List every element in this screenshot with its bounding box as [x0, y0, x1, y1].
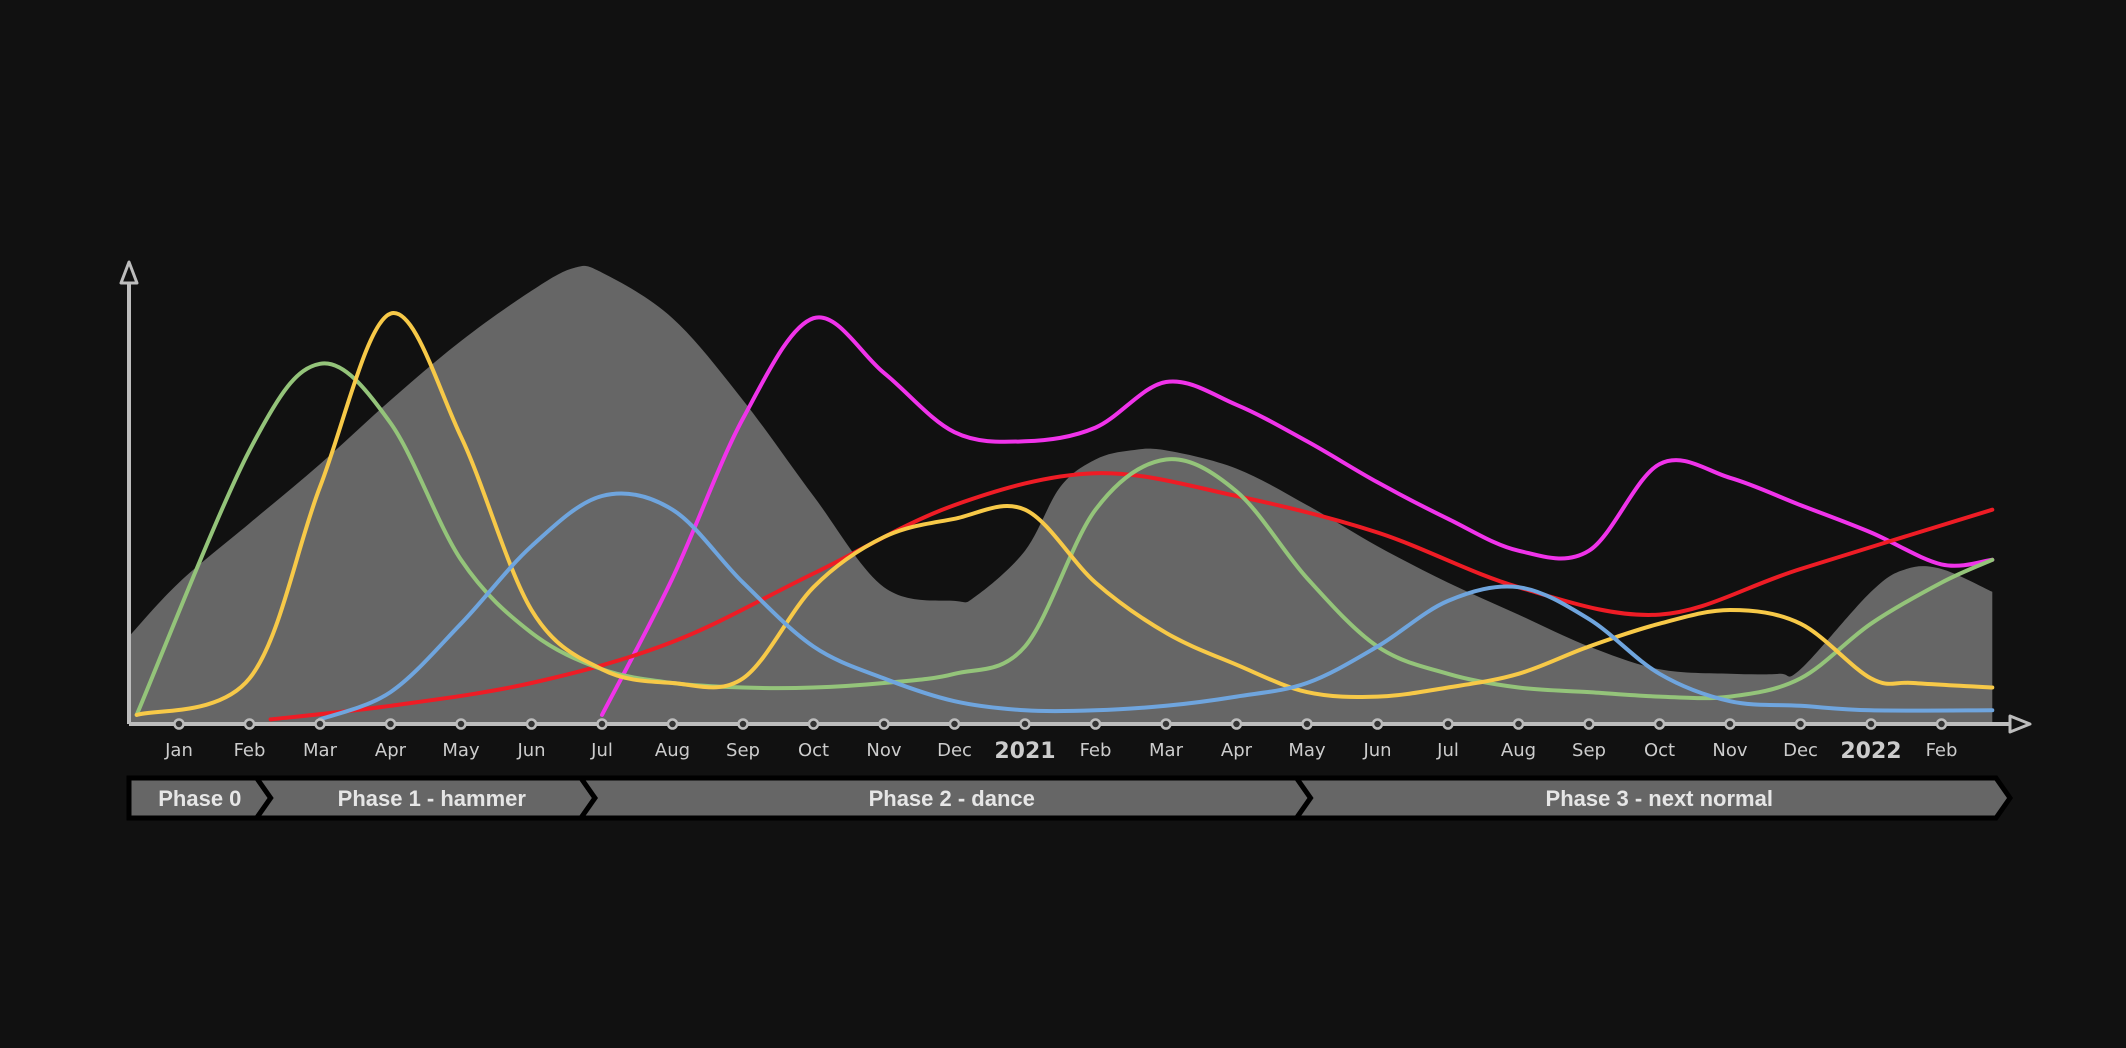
x-tick-label: Oct: [798, 740, 829, 761]
phase-label: Phase 0: [158, 786, 241, 811]
phase-segment: [1291, 775, 2014, 821]
area-layer: [128, 265, 1993, 724]
x-tick-marker: [1583, 718, 1595, 730]
x-tick-marker: [807, 718, 820, 730]
x-tick-label: Jul: [1436, 740, 1459, 761]
x-tick-label: Feb: [1926, 740, 1958, 761]
phase-layer: Phase 0 Phase 1 - hammer Phase 2 - dance Ph…: [126, 775, 2014, 821]
x-tick-label: Nov: [866, 740, 901, 761]
x-tick-label: Nov: [1712, 740, 1747, 761]
x-tick-marker: [173, 718, 185, 730]
x-tick-marker: [596, 718, 608, 730]
series-line-4: [134, 311, 1995, 717]
x-tick-label: Apr: [1221, 740, 1253, 761]
x-tick-marker: [314, 718, 326, 730]
x-tick-label: Mar: [303, 740, 338, 761]
series-line-5: [318, 491, 1995, 722]
x-tick-label: 2022: [1840, 739, 1901, 764]
phase-label: Phase 1 - hammer: [338, 786, 527, 811]
phase-label: Phase 3 - next normal: [1546, 786, 1773, 811]
x-tick-marker: [1724, 718, 1736, 730]
x-axis-arrow: [2008, 714, 2032, 734]
x-tick-marker: [1865, 718, 1877, 730]
x-tick-label: May: [442, 740, 480, 761]
x-tick-marker: [243, 718, 256, 730]
x-tick-marker: [1442, 718, 1454, 730]
x-tick-label: Mar: [1149, 740, 1184, 761]
series-line-2: [268, 471, 1995, 722]
x-tick-label: Aug: [655, 740, 690, 761]
x-tick-label: 2021: [994, 739, 1055, 764]
x-tick-label: Feb: [234, 740, 266, 761]
axis-layer: Jan Feb Mar Apr May Jun Jul Aug Sep Oct Nov Dec 2021…: [119, 260, 2032, 764]
series-layer: [134, 311, 1995, 722]
x-tick-marker: [878, 718, 890, 730]
x-tick-marker: [1794, 718, 1807, 730]
background-area: [128, 265, 1993, 724]
x-tick-marker: [1653, 718, 1666, 730]
x-tick-label: Aug: [1501, 740, 1536, 761]
x-tick-label: Jun: [516, 740, 545, 761]
x-tick-label: May: [1288, 740, 1326, 761]
x-tick-marker: [1301, 718, 1313, 730]
x-tick-marker: [455, 718, 467, 730]
x-tick-marker: [384, 718, 397, 730]
x-tick-label: Jun: [1362, 740, 1391, 761]
x-tick-label: Dec: [1783, 740, 1818, 761]
x-tick-label: Dec: [937, 740, 972, 761]
x-tick-marker: [948, 718, 961, 730]
x-tick-label: Sep: [1572, 740, 1606, 761]
x-tick-marker: [1019, 718, 1031, 730]
x-tick-label: Apr: [375, 740, 407, 761]
x-tick-marker: [1230, 718, 1243, 730]
x-tick-marker: [737, 718, 749, 730]
x-tick-marker: [666, 718, 679, 730]
x-tick-label: Jan: [164, 740, 193, 761]
y-axis-arrow: [119, 260, 139, 285]
phase-label: Phase 2 - dance: [869, 786, 1035, 811]
x-tick-label: Sep: [726, 740, 760, 761]
series-line-3: [134, 361, 1995, 717]
x-tick-marker: [1371, 718, 1384, 730]
series-line-1: [600, 315, 1995, 717]
x-tick-label: Oct: [1644, 740, 1675, 761]
x-tick-marker: [525, 718, 538, 730]
x-tick-marker: [1512, 718, 1525, 730]
x-tick-marker: [1160, 718, 1172, 730]
x-tick-label: Jul: [590, 740, 613, 761]
x-tick-marker: [1935, 718, 1948, 730]
x-tick-marker: [1089, 718, 1102, 730]
x-tick-label: Feb: [1080, 740, 1112, 761]
